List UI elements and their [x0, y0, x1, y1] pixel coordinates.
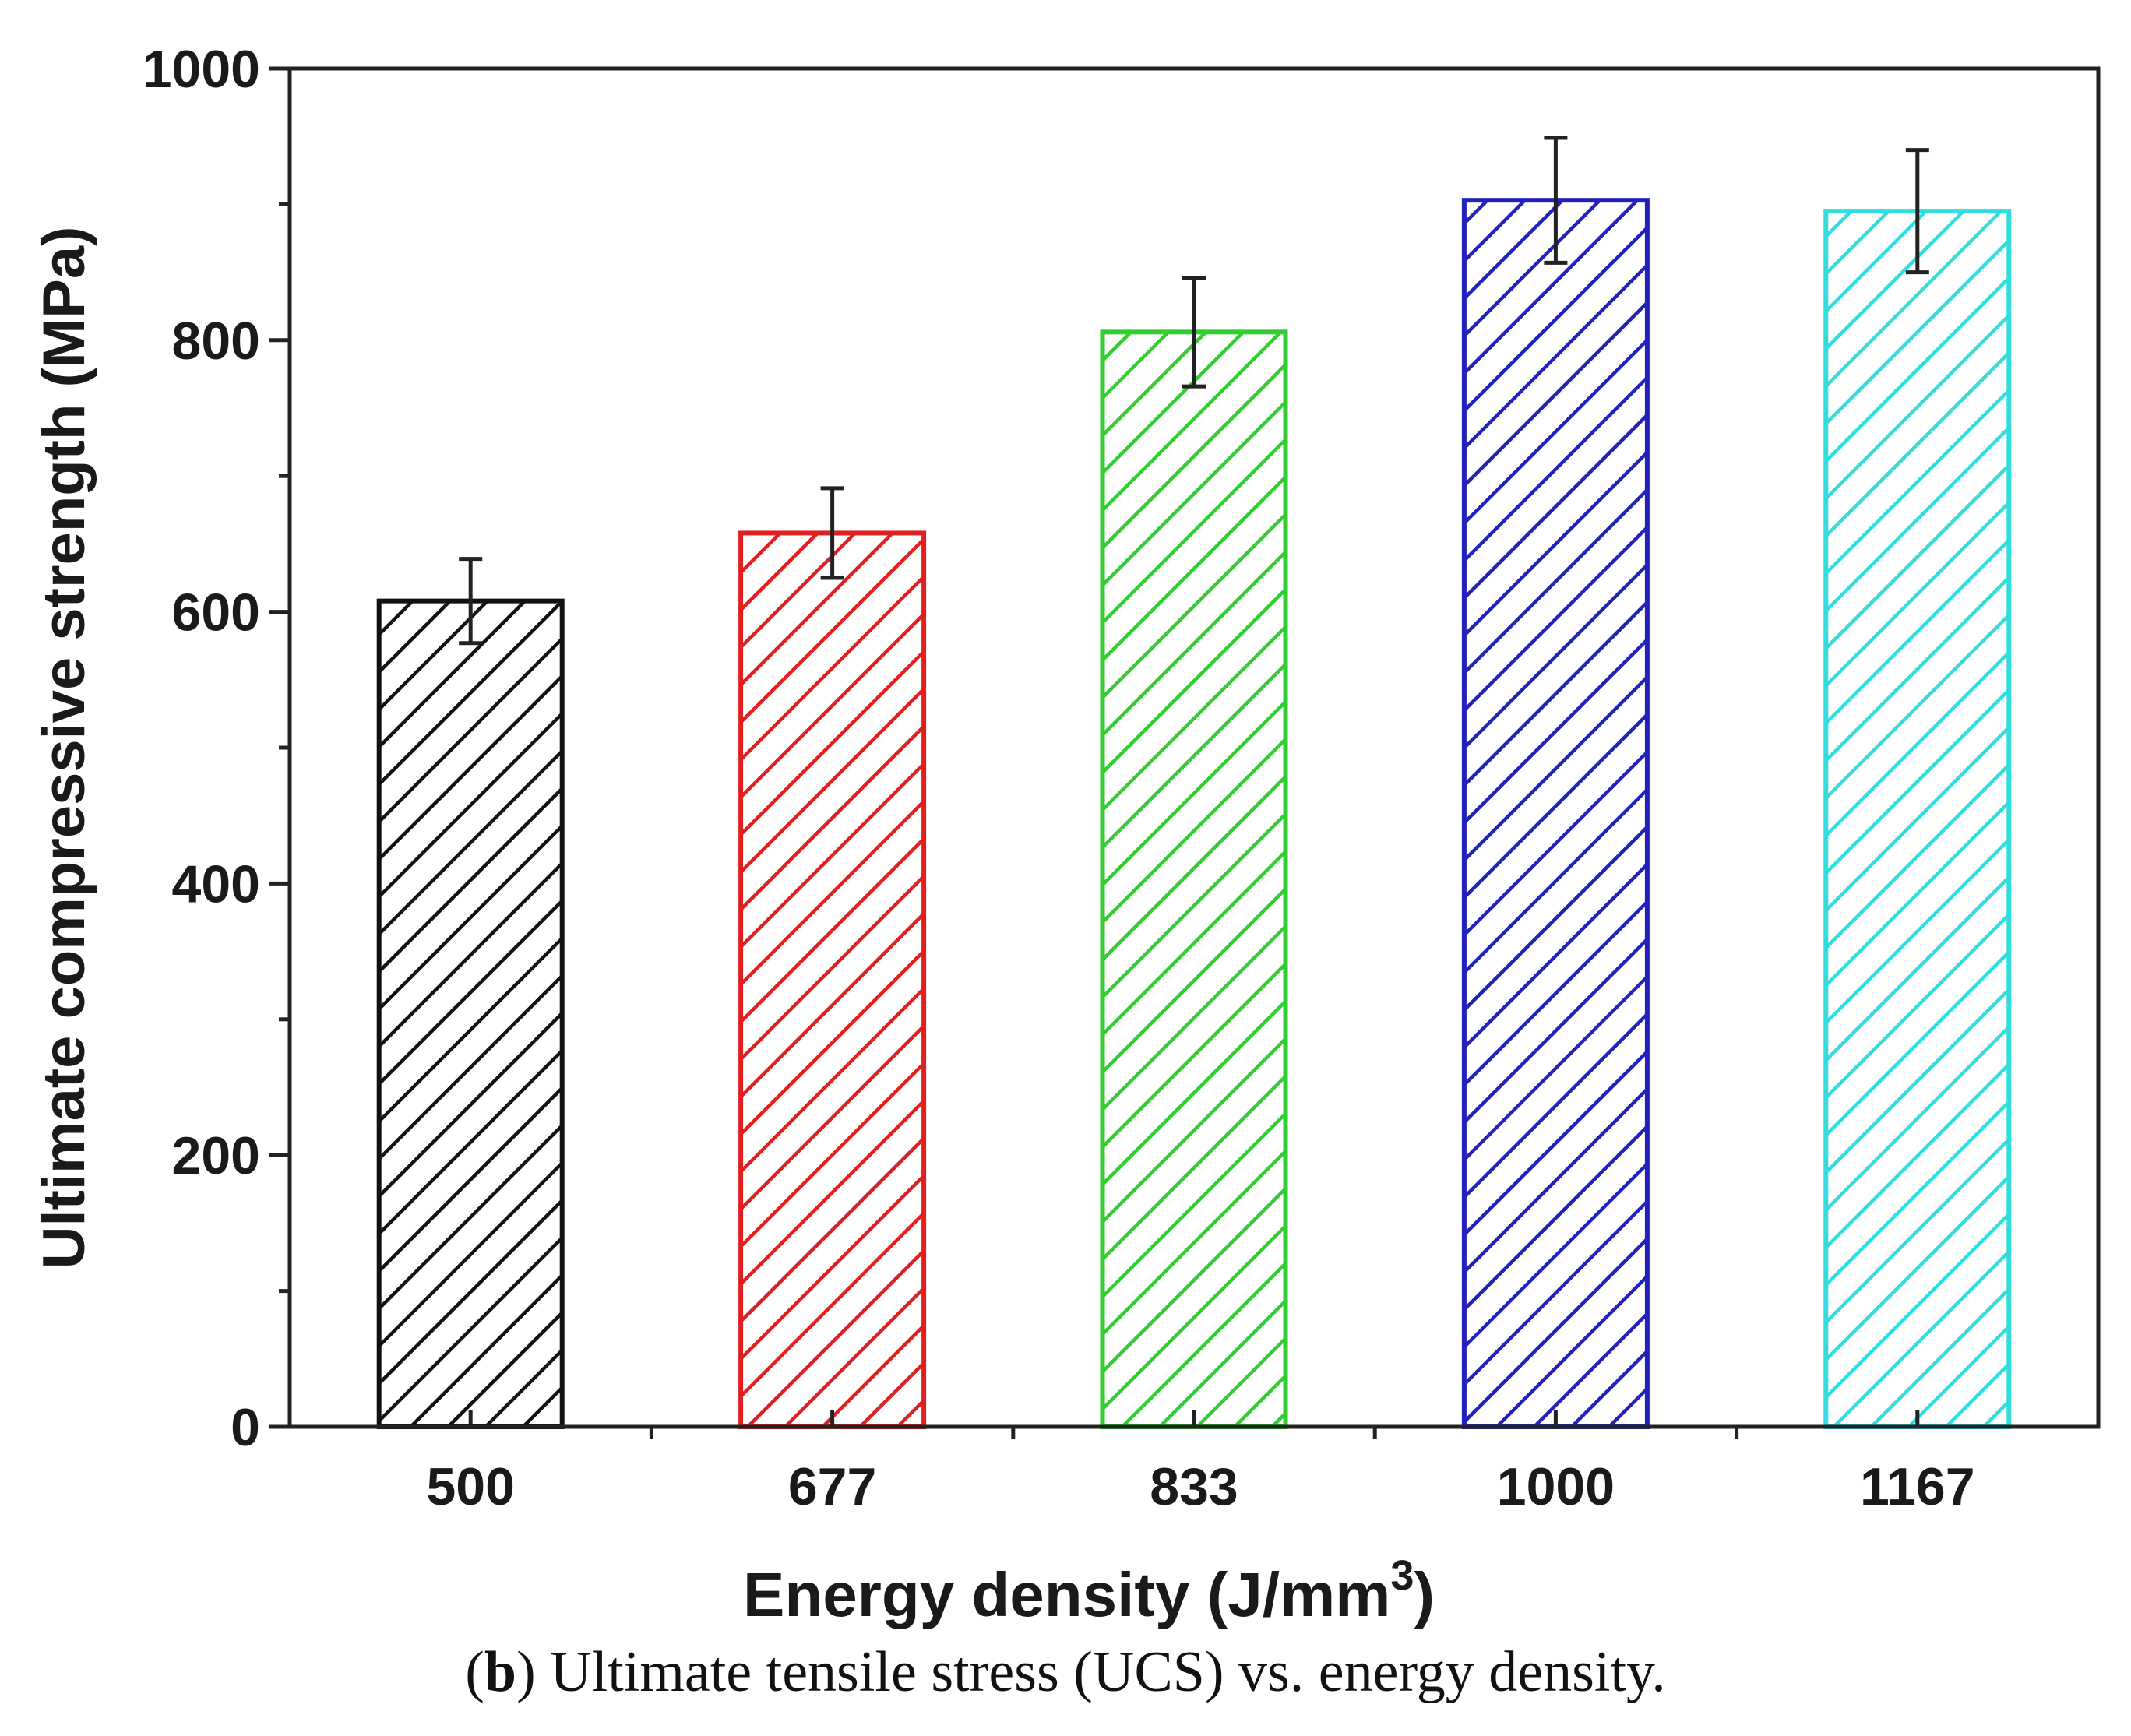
y-tick-label-400: 400: [172, 854, 260, 914]
y-tick-label-800: 800: [172, 312, 260, 371]
caption-text: Ultimate tensile stress (UCS) vs. energy…: [535, 1640, 1666, 1704]
bar-677: [738, 530, 927, 1429]
x-tick-label-1000: 1000: [1497, 1457, 1615, 1516]
x-axis-label-main: Energy density (J/mm: [743, 1560, 1390, 1629]
x-tick-label-500: 500: [426, 1457, 514, 1516]
bar-1167: [1823, 209, 2012, 1429]
y-tick-label-600: 600: [172, 583, 260, 643]
y-tick-label-0: 0: [231, 1398, 260, 1457]
y-axis-label: Ultimate compressive strength (MPa): [31, 227, 97, 1269]
y-axis: 0 200 400 600 800 1000: [143, 40, 290, 1457]
bar-1000: [1461, 198, 1650, 1430]
y-tick-label-1000: 1000: [143, 40, 260, 99]
error-bar-500: [459, 557, 483, 646]
x-axis: 500 677 833 1000 1167: [426, 1410, 1975, 1516]
error-bar-1000: [1544, 136, 1568, 265]
x-axis-label-suffix: ): [1414, 1560, 1435, 1629]
figure-caption: (b) Ultimate tensile stress (UCS) vs. en…: [465, 1640, 1666, 1704]
x-tick-label-833: 833: [1150, 1457, 1238, 1516]
x-axis-label-superscript: 3: [1390, 1552, 1414, 1599]
x-tick-label-1167: 1167: [1860, 1457, 1975, 1516]
error-bars-layer: [459, 136, 1929, 646]
x-tick-label-677: 677: [788, 1457, 876, 1516]
y-tick-label-200: 200: [172, 1126, 260, 1185]
bar-833: [1100, 329, 1288, 1429]
error-bar-833: [1182, 276, 1206, 389]
caption-panel-label: b: [484, 1640, 517, 1704]
error-bar-1167: [1905, 148, 1929, 275]
x-axis-label: Energy density (J/mm3): [743, 1552, 1435, 1629]
error-bar-677: [820, 486, 844, 580]
bar-500: [376, 598, 565, 1430]
